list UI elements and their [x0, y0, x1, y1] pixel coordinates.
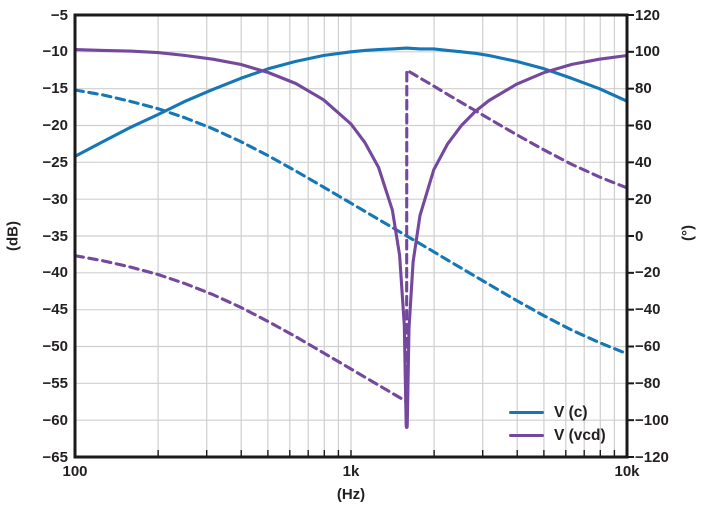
- x-axis-title: (Hz): [336, 486, 366, 503]
- y-left-tick-label: −45: [42, 301, 68, 319]
- y-right-tick-label: 60: [635, 117, 652, 134]
- y-right-tick-label: −80: [635, 374, 661, 392]
- y-left-tick-label: −10: [42, 43, 68, 61]
- y-right-tick-label: −100: [635, 411, 669, 429]
- legend-line-vc: [509, 410, 544, 415]
- y-right-tick-label: 20: [635, 190, 652, 208]
- y-left-tick-label: −55: [42, 374, 68, 392]
- x-tick-label: 1k: [342, 463, 360, 480]
- y-left-tick-label: −60: [42, 411, 68, 429]
- y-left-axis-title: (dB): [4, 221, 22, 251]
- legend-label-vc: V (c): [554, 403, 588, 421]
- legend: V (c) V (vcd): [509, 401, 606, 447]
- y-right-tick-label: 0: [635, 227, 644, 245]
- y-left-tick-label: −50: [42, 338, 68, 355]
- y-right-tick-label: 100: [635, 43, 661, 61]
- x-tick-label: 100: [62, 463, 88, 480]
- legend-item-vcd: V (vcd): [509, 424, 606, 447]
- legend-item-vc: V (c): [509, 401, 606, 424]
- y-left-tick-label: −25: [42, 153, 68, 171]
- y-right-tick-label: 120: [635, 6, 661, 24]
- y-right-tick-label: −60: [635, 338, 661, 355]
- y-right-axis-title: (°): [679, 225, 697, 241]
- x-tick-label: 10k: [614, 463, 640, 480]
- legend-line-vcd: [509, 433, 544, 438]
- y-left-tick-label: −30: [42, 190, 68, 208]
- y-right-tick-label: −120: [635, 448, 669, 466]
- y-right-tick-label: 80: [635, 80, 652, 98]
- y-left-tick-label: −15: [42, 80, 68, 98]
- y-left-tick-label: −65: [42, 448, 68, 466]
- y-left-tick-label: −5: [50, 6, 68, 24]
- y-left-tick-label: −40: [42, 264, 68, 282]
- y-right-tick-label: −20: [635, 264, 661, 282]
- y-left-tick-label: −35: [42, 227, 68, 245]
- y-left-tick-label: −20: [42, 117, 68, 134]
- y-right-tick-label: 40: [635, 153, 652, 171]
- y-right-tick-label: −40: [635, 301, 661, 319]
- legend-label-vcd: V (vcd): [554, 426, 606, 444]
